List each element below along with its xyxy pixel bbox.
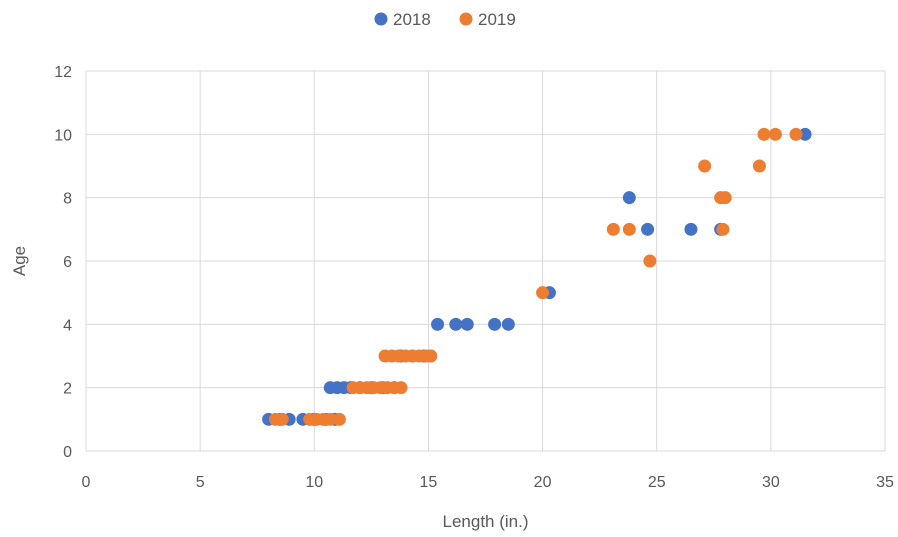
data-point	[718, 191, 732, 205]
data-point	[622, 222, 636, 236]
y-tick-label: 8	[63, 191, 72, 208]
series-2018	[262, 127, 812, 426]
legend-marker	[459, 12, 473, 26]
legend: 2018 2019	[374, 10, 516, 29]
x-tick-label: 30	[762, 474, 780, 491]
data-point	[798, 127, 812, 141]
legend-marker	[374, 12, 388, 26]
data-point	[716, 222, 730, 236]
data-point	[501, 317, 515, 331]
data-point	[460, 317, 474, 331]
legend-label: 2019	[478, 10, 516, 29]
data-point	[394, 381, 408, 395]
data-point	[768, 127, 782, 141]
series-2019	[268, 127, 803, 426]
data-point	[323, 412, 337, 426]
y-axis-tick-labels: 0 2 4 6 8 10 12	[54, 64, 72, 461]
x-tick-label: 35	[876, 474, 894, 491]
x-tick-label: 20	[534, 474, 552, 491]
data-point	[643, 254, 657, 268]
x-tick-label: 0	[82, 474, 91, 491]
legend-item-2019: 2019	[459, 10, 516, 29]
data-points	[262, 127, 812, 426]
data-point	[424, 349, 438, 363]
data-point	[684, 222, 698, 236]
data-point	[332, 412, 346, 426]
data-point	[431, 317, 445, 331]
data-point	[757, 127, 771, 141]
y-tick-label: 12	[54, 64, 72, 81]
x-tick-label: 10	[305, 474, 323, 491]
data-point	[789, 127, 803, 141]
data-point	[641, 222, 655, 236]
x-axis-title: Length (in.)	[443, 512, 529, 531]
data-point	[698, 159, 712, 173]
y-tick-label: 10	[54, 127, 72, 144]
data-point	[536, 286, 550, 300]
x-tick-label: 25	[648, 474, 666, 491]
x-tick-label: 15	[420, 474, 438, 491]
legend-label: 2018	[393, 10, 431, 29]
data-point	[606, 222, 620, 236]
data-point	[622, 191, 636, 205]
y-tick-label: 0	[63, 444, 72, 461]
x-axis-tick-labels: 0 5 10 15 20 25 30 35	[82, 474, 894, 491]
gridlines	[85, 70, 886, 452]
x-tick-label: 5	[196, 474, 205, 491]
data-point	[488, 317, 502, 331]
y-axis-title: Age	[10, 246, 29, 276]
y-tick-label: 4	[63, 317, 72, 334]
y-tick-label: 2	[63, 381, 72, 398]
y-tick-label: 6	[63, 254, 72, 271]
data-point	[275, 412, 289, 426]
legend-item-2018: 2018	[374, 10, 431, 29]
data-point	[752, 159, 766, 173]
data-point	[449, 317, 463, 331]
